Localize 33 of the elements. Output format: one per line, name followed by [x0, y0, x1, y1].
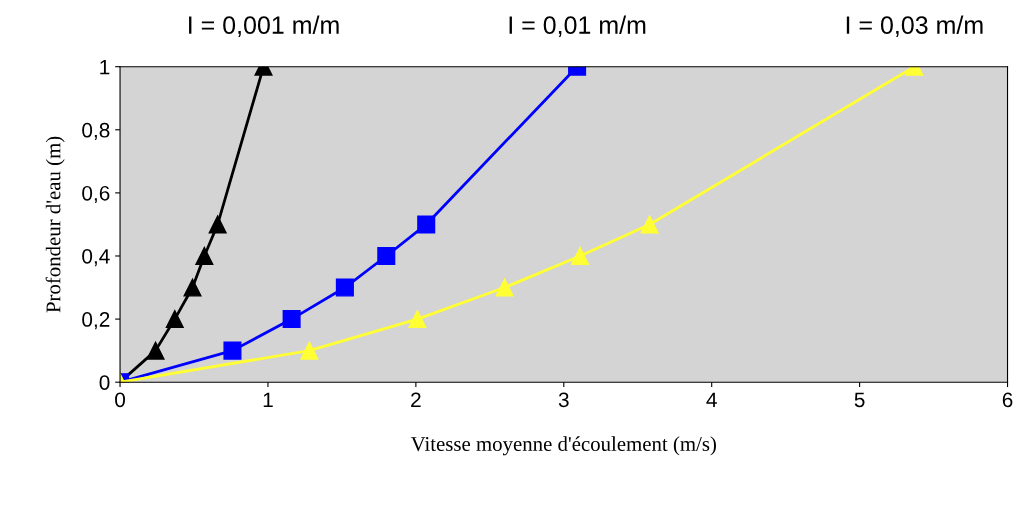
- x-tick-label: 0: [115, 392, 126, 408]
- y-tick-label: 0: [99, 375, 110, 390]
- x-tick-label: 1: [263, 392, 273, 407]
- point: [300, 341, 319, 360]
- point: [571, 246, 590, 266]
- point: [495, 278, 514, 297]
- point: [195, 246, 214, 266]
- series-label: I = 0,01 m/m: [509, 15, 646, 37]
- point: [208, 215, 227, 234]
- point: [282, 310, 301, 329]
- point: [335, 278, 354, 297]
- y-tick-label: 0,4: [82, 248, 110, 267]
- x-axis-title: Vitesse moyenne d'écoulement (m/s): [410, 436, 716, 456]
- point: [640, 215, 659, 234]
- point: [165, 310, 184, 329]
- point: [408, 310, 427, 329]
- point: [377, 246, 396, 266]
- point: [146, 341, 165, 360]
- point: [183, 278, 202, 297]
- y-tick-label: 0,8: [82, 122, 110, 140]
- x-tick-label: 5: [854, 392, 865, 408]
- series-label: I = 0,001 m/m: [189, 15, 339, 37]
- y-tick-label: 0,2: [82, 312, 110, 330]
- point: [417, 215, 436, 234]
- series-label: I = 0,03 m/m: [846, 15, 983, 37]
- y-axis-title: Profondeur d'eau (m): [45, 136, 65, 313]
- x-tick-label: 6: [1002, 392, 1013, 408]
- point: [223, 341, 242, 360]
- x-tick-label: 3: [558, 392, 569, 408]
- y-tick-label: 1: [100, 59, 110, 75]
- x-tick-label: 4: [706, 392, 717, 407]
- y-tick-label: 0,6: [82, 185, 110, 204]
- x-tick-label: 2: [411, 392, 421, 407]
